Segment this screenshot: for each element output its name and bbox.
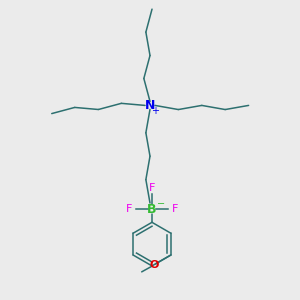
Text: O: O [150,260,159,270]
Text: −: − [157,200,165,209]
Text: F: F [126,204,132,214]
Text: N: N [145,99,155,112]
Text: +: + [151,106,159,116]
Text: B: B [147,203,157,216]
Text: F: F [149,183,155,193]
Text: F: F [172,204,178,214]
